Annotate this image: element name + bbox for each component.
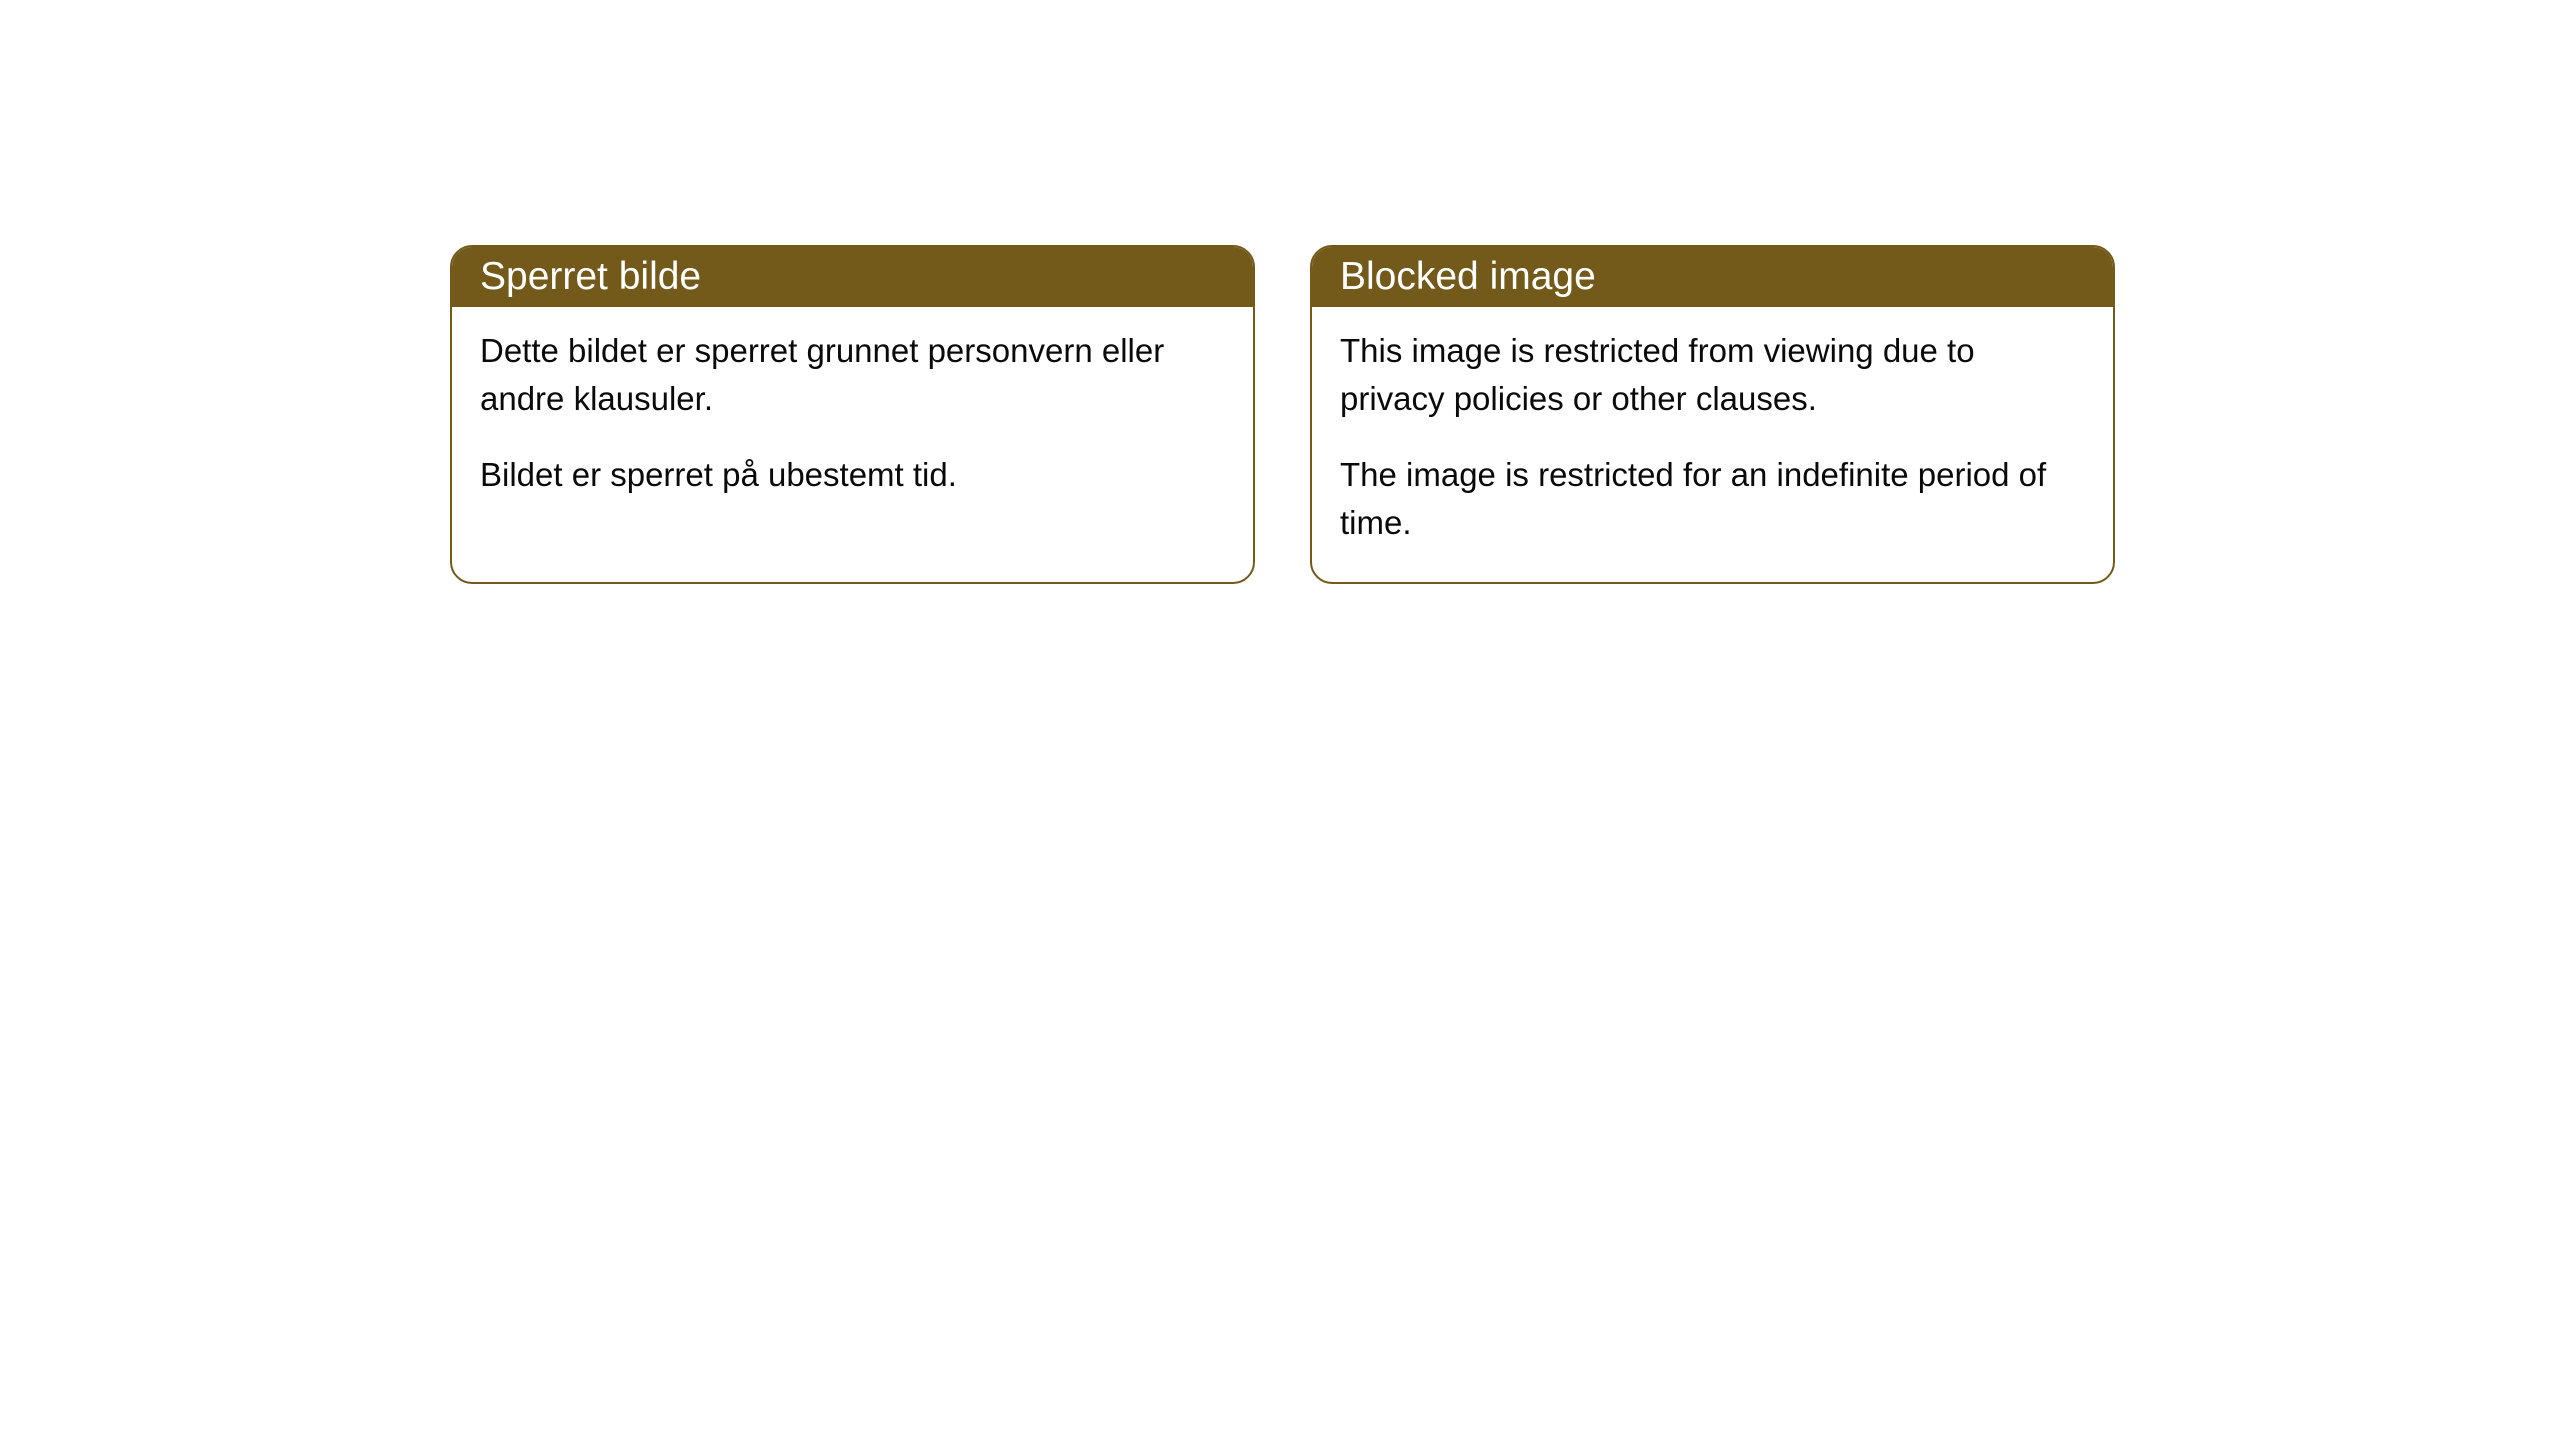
card-header: Sperret bilde xyxy=(452,247,1253,307)
card-paragraph: The image is restricted for an indefinit… xyxy=(1340,451,2085,547)
card-header: Blocked image xyxy=(1312,247,2113,307)
card-body: This image is restricted from viewing du… xyxy=(1312,307,2113,582)
card-title: Sperret bilde xyxy=(480,255,701,298)
card-body: Dette bildet er sperret grunnet personve… xyxy=(452,307,1253,535)
notice-card-english: Blocked image This image is restricted f… xyxy=(1310,245,2115,584)
notice-cards-container: Sperret bilde Dette bildet er sperret gr… xyxy=(450,245,2560,584)
card-paragraph: Dette bildet er sperret grunnet personve… xyxy=(480,327,1225,423)
card-title: Blocked image xyxy=(1340,255,1596,298)
card-paragraph: Bildet er sperret på ubestemt tid. xyxy=(480,451,1225,499)
card-paragraph: This image is restricted from viewing du… xyxy=(1340,327,2085,423)
notice-card-norwegian: Sperret bilde Dette bildet er sperret gr… xyxy=(450,245,1255,584)
